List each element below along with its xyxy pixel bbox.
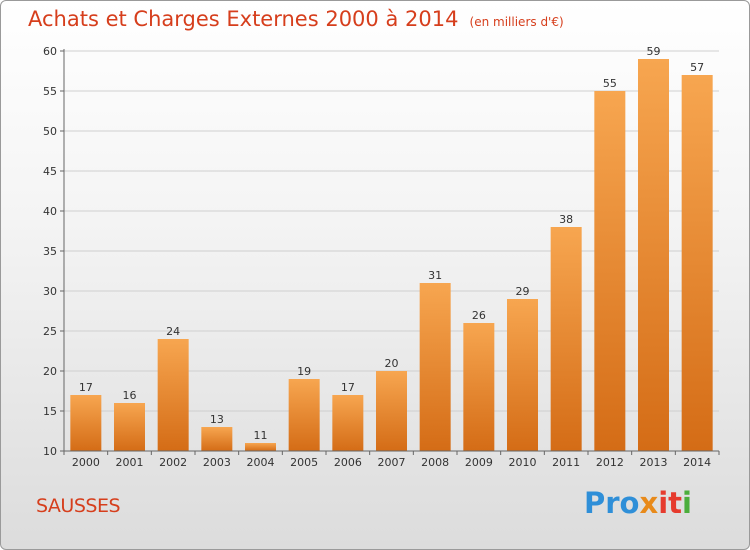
y-tick-label: 40 <box>43 205 57 218</box>
y-tick-label: 30 <box>43 285 57 298</box>
y-tick-label: 15 <box>43 405 57 418</box>
bar <box>681 75 713 451</box>
bar <box>70 395 102 451</box>
bar-value-label: 24 <box>166 325 180 338</box>
y-tick-label: 45 <box>43 165 57 178</box>
x-tick-label: 2011 <box>552 456 580 469</box>
y-tick-label: 55 <box>43 85 57 98</box>
bar <box>638 59 669 451</box>
bar-value-label: 29 <box>516 285 530 298</box>
title-block: Achats et Charges Externes 2000 à 2014 (… <box>28 7 564 31</box>
bar <box>288 379 320 451</box>
bar <box>594 91 626 451</box>
bar-value-label: 19 <box>297 365 311 378</box>
bar <box>376 371 407 451</box>
x-tick-label: 2014 <box>683 456 711 469</box>
chart-title: Achats et Charges Externes 2000 à 2014 <box>28 7 459 31</box>
bar-value-label: 13 <box>210 413 224 426</box>
bar <box>507 299 538 451</box>
x-axis: 2000 2001 2002 2003 2004 2005 2006 2007 2008 2009… <box>63 450 720 469</box>
x-tick-label: 2013 <box>640 456 668 469</box>
y-tick-label: 20 <box>43 365 57 378</box>
y-tick-label: 50 <box>43 125 57 138</box>
logo-part: x <box>639 486 659 520</box>
y-tick-label: 25 <box>43 325 57 338</box>
x-tick-label: 2010 <box>509 456 537 469</box>
x-tick-label: 2007 <box>378 456 406 469</box>
bar-value-label: 57 <box>690 61 704 74</box>
bars: 17 16 24 13 11 19 17 20 31 26 29 38 55 59 57 <box>70 45 713 451</box>
logo-part: it <box>658 486 683 520</box>
y-axis: 10 15 20 25 30 35 40 45 50 55 60 <box>43 45 65 458</box>
bar-value-label: 16 <box>123 389 137 402</box>
x-tick-label: 2012 <box>596 456 624 469</box>
bar-value-label: 55 <box>603 77 617 90</box>
proxiti-logo[interactable]: Proxiti <box>584 486 692 520</box>
y-tick-label: 60 <box>43 45 57 58</box>
bar-value-label: 38 <box>559 213 573 226</box>
logo-part: Pro <box>584 486 640 520</box>
bar-value-label: 20 <box>385 357 399 370</box>
x-tick-label: 2001 <box>116 456 144 469</box>
chart-subtitle: (en milliers d'€) <box>469 15 564 29</box>
commune-name: SAUSSES <box>36 495 121 517</box>
x-tick-label: 2005 <box>290 456 318 469</box>
bar-value-label: 17 <box>79 381 93 394</box>
bar-value-label: 17 <box>341 381 355 394</box>
bar-value-label: 26 <box>472 309 486 322</box>
x-tick-label: 2008 <box>421 456 449 469</box>
bar-value-label: 31 <box>428 269 442 282</box>
bar-value-label: 11 <box>254 429 268 442</box>
bar <box>332 395 364 451</box>
x-tick-label: 2000 <box>72 456 100 469</box>
x-tick-label: 2006 <box>334 456 362 469</box>
bar <box>463 323 495 451</box>
bar-value-label: 59 <box>647 45 661 58</box>
y-tick-label: 35 <box>43 245 57 258</box>
bar <box>550 227 582 451</box>
logo-part: i <box>682 486 692 520</box>
bar <box>201 427 233 451</box>
bar <box>245 443 276 451</box>
x-tick-label: 2009 <box>465 456 493 469</box>
x-tick-label: 2002 <box>159 456 187 469</box>
bar <box>114 403 145 451</box>
x-tick-label: 2003 <box>203 456 231 469</box>
bar <box>419 283 451 451</box>
x-tick-label: 2004 <box>247 456 275 469</box>
bar <box>157 339 189 451</box>
y-tick-label: 10 <box>43 445 57 458</box>
